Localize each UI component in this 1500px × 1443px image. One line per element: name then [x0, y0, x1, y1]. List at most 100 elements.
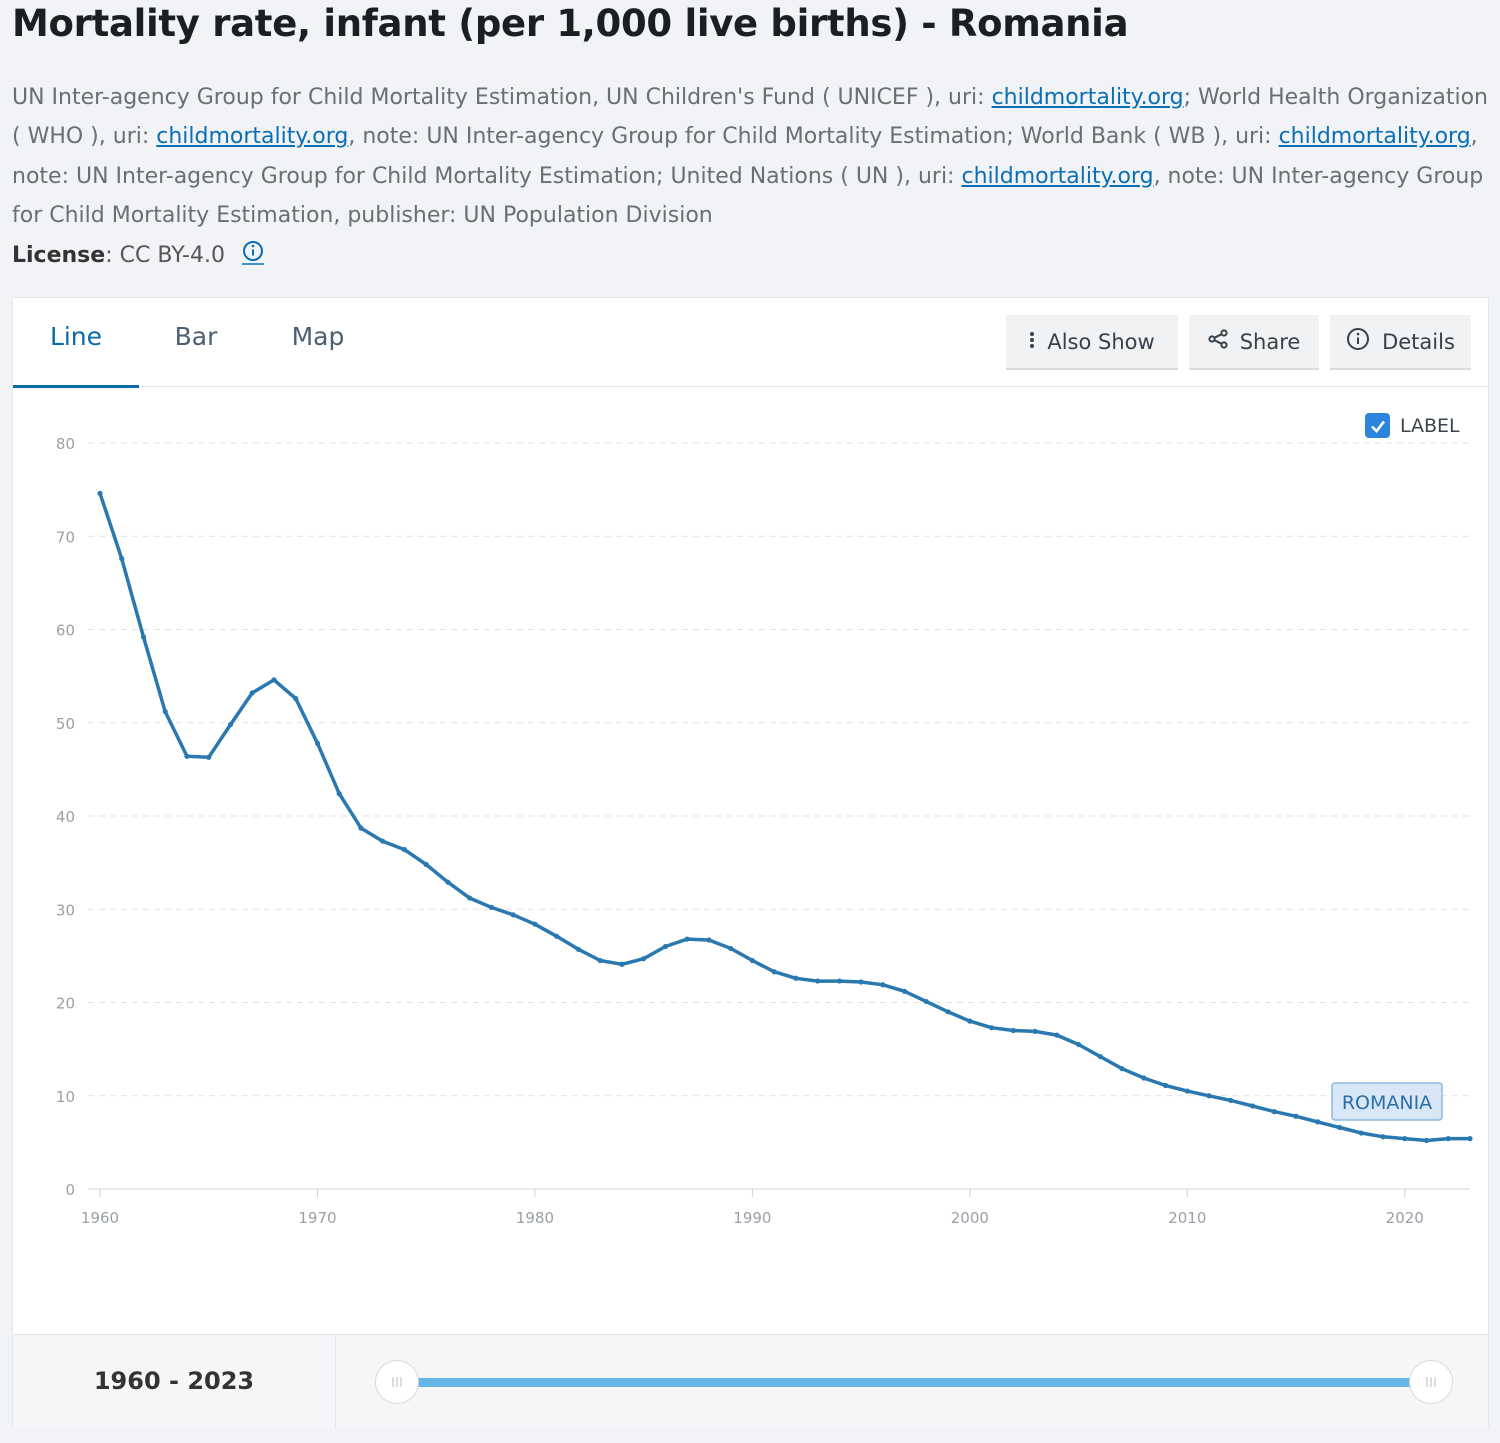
data-point: [836, 978, 842, 984]
data-point: [1423, 1137, 1430, 1144]
year-range-display: 1960 - 2023: [13, 1335, 336, 1428]
label-toggle-text: LABEL: [1400, 414, 1460, 437]
details-label: Details: [1382, 329, 1455, 354]
series-end-label-box: [1331, 1082, 1443, 1121]
data-point: [184, 753, 190, 759]
data-point: [988, 1025, 995, 1031]
data-point: [293, 695, 299, 702]
x-tick-label: 2000: [951, 1209, 989, 1227]
data-point: [1097, 1053, 1103, 1060]
data-point: [1402, 1136, 1408, 1142]
x-tick-label: 2020: [1386, 1209, 1424, 1227]
data-point: [1054, 1032, 1060, 1038]
chart-card: Line Bar Map Also Show Share: [12, 297, 1489, 1428]
x-tick-label: 1960: [81, 1209, 119, 1227]
data-point: [728, 945, 734, 952]
data-point: [119, 556, 125, 562]
info-circle-icon: [1346, 327, 1370, 356]
range-slider-track[interactable]: [395, 1378, 1427, 1387]
y-tick-label: 40: [56, 808, 75, 826]
x-tick-label: 2010: [1168, 1209, 1206, 1227]
checkbox-checked-icon[interactable]: [1365, 413, 1390, 438]
data-point: [1293, 1113, 1299, 1119]
data-point: [1249, 1103, 1256, 1109]
data-point: [967, 1018, 973, 1024]
y-tick-label: 60: [56, 622, 75, 640]
range-separator: -: [160, 1367, 188, 1395]
data-point: [1445, 1136, 1451, 1142]
x-tick-label: 1990: [733, 1209, 771, 1227]
series-line-romania: [98, 491, 1472, 1143]
data-point: [923, 998, 929, 1005]
data-point: [1032, 1028, 1038, 1035]
data-point: [140, 634, 147, 640]
grip-icon: [1426, 1377, 1436, 1387]
series-end-label: ROMANIA: [1342, 1092, 1432, 1114]
range-end-handle[interactable]: [1409, 1360, 1453, 1404]
data-point: [510, 912, 516, 918]
data-point: [1467, 1136, 1473, 1142]
range-start-handle[interactable]: [375, 1360, 419, 1404]
range-end-year: 2023: [187, 1367, 255, 1395]
data-point: [1358, 1130, 1364, 1136]
y-tick-label: 80: [56, 435, 75, 453]
data-point: [358, 825, 364, 831]
data-point: [662, 943, 668, 950]
data-point: [227, 722, 234, 728]
data-point: [314, 740, 321, 746]
data-point: [380, 838, 386, 844]
grip-icon: [392, 1377, 402, 1387]
source-text-part: UN Inter-agency Group for Child Mortalit…: [12, 85, 992, 110]
source-text-part: ; World Health Organization ( WHO ), uri…: [12, 85, 1488, 150]
data-point: [815, 978, 821, 984]
data-point: [1271, 1109, 1277, 1115]
also-show-button[interactable]: Also Show: [1006, 315, 1178, 370]
tab-map[interactable]: Map: [291, 322, 345, 351]
data-point: [641, 956, 647, 962]
license-value: : CC BY-4.0: [105, 243, 225, 268]
data-point: [423, 861, 429, 868]
line-chart: 0 10 20 30 40 50 60 70 80 1960 1970 1980 1990 2000 201…: [56, 435, 1473, 1227]
range-footer: 1960 - 2023: [13, 1334, 1488, 1428]
y-tick-label: 70: [56, 528, 75, 546]
data-point: [1075, 1041, 1082, 1048]
tab-bar: Line Bar Map Also Show Share: [13, 298, 1488, 388]
tab-bar-chart[interactable]: Bar: [174, 322, 218, 351]
data-point: [1162, 1082, 1169, 1089]
data-point: [1141, 1075, 1147, 1081]
share-label: Share: [1239, 329, 1301, 354]
data-point: [1336, 1124, 1343, 1131]
also-show-label: Also Show: [1047, 329, 1155, 354]
data-point: [575, 946, 582, 952]
data-point: [554, 933, 560, 939]
data-point: [162, 708, 168, 715]
data-point: [1228, 1097, 1234, 1104]
data-point: [249, 690, 255, 696]
y-tick-label: 20: [56, 995, 75, 1013]
data-point: [97, 490, 103, 496]
source-link[interactable]: childmortality.org: [156, 124, 349, 150]
data-point: [336, 791, 342, 797]
data-point: [1184, 1088, 1190, 1094]
source-link[interactable]: childmortality.org: [1278, 124, 1471, 150]
data-point: [858, 979, 864, 985]
source-link[interactable]: childmortality.org: [961, 163, 1154, 189]
x-tick-label: 1980: [516, 1209, 554, 1227]
data-point: [1206, 1093, 1212, 1099]
tab-line[interactable]: Line: [13, 298, 139, 388]
label-toggle[interactable]: LABEL: [1365, 413, 1460, 438]
data-point: [793, 975, 799, 981]
data-point: [880, 982, 886, 988]
share-button[interactable]: Share: [1189, 315, 1319, 370]
source-text-part: , note: UN Inter-agency Group for Child …: [12, 124, 1478, 189]
data-point: [597, 957, 603, 964]
y-tick-label: 50: [56, 715, 75, 733]
data-point: [488, 904, 495, 910]
data-point: [206, 754, 212, 760]
source-link[interactable]: childmortality.org: [991, 85, 1184, 110]
info-icon[interactable]: [241, 240, 264, 272]
details-button[interactable]: Details: [1330, 315, 1471, 370]
data-point: [1315, 1119, 1321, 1125]
page-title: Mortality rate, infant (per 1,000 live b…: [12, 2, 1129, 45]
more-vertical-icon: [1029, 330, 1035, 354]
